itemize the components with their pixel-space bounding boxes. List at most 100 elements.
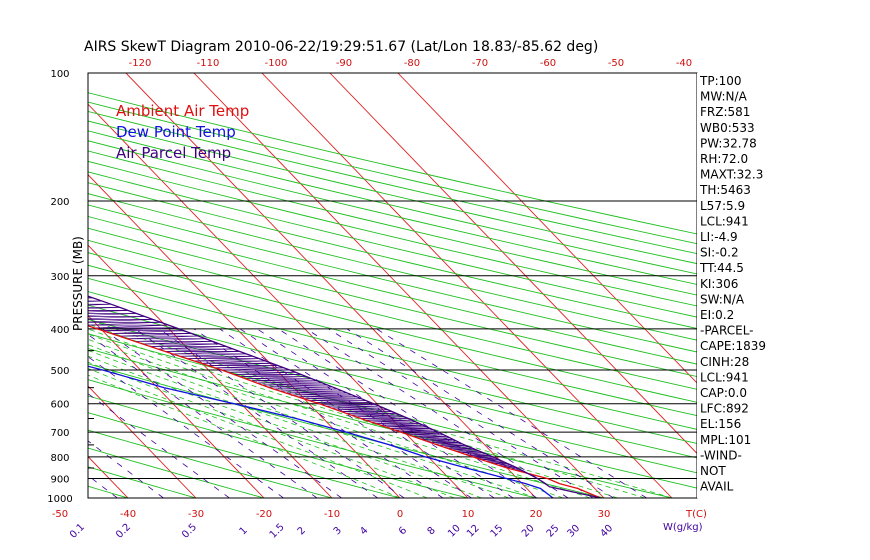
cape-hatch-line xyxy=(0,284,53,287)
mixing-ratio-tick: 2 xyxy=(296,525,308,537)
cape-hatch-line xyxy=(0,281,43,285)
cape-hatch-line xyxy=(88,310,129,313)
stats-background xyxy=(697,73,867,498)
cape-hatch-line xyxy=(88,313,137,316)
temp-tick-bottom: -20 xyxy=(256,509,272,520)
mixing-ratio-tick: 8 xyxy=(426,525,438,537)
dry-adiabat xyxy=(88,277,697,430)
stat-line: LFC:892 xyxy=(700,402,749,416)
stat-line: L57:5.9 xyxy=(700,199,745,213)
y-axis-label: PRESSURE (MB) xyxy=(71,236,85,331)
legend-entry: Dew Point Temp xyxy=(116,123,236,141)
dry-adiabat xyxy=(88,227,697,378)
mixing-ratio-tick: 12 xyxy=(465,523,482,540)
cape-hatch-line xyxy=(94,324,169,329)
mixing-ratio-tick: 0.1 xyxy=(68,522,87,541)
temp-tick-top: -70 xyxy=(472,58,488,69)
cape-hatch-line xyxy=(157,346,227,350)
mixing-ratio-line xyxy=(88,474,118,498)
pressure-tick-label: 500 xyxy=(50,366,69,377)
dry-adiabat xyxy=(88,333,697,489)
moist-adiabat xyxy=(88,323,645,498)
cape-hatch-line xyxy=(127,335,199,340)
dry-adiabat xyxy=(88,291,697,444)
profiles xyxy=(88,295,601,498)
isotherm xyxy=(125,73,537,498)
isotherm xyxy=(88,174,401,498)
dry-adiabat xyxy=(88,111,697,255)
stat-line: PW:32.78 xyxy=(700,136,757,150)
temp-tick-bottom: 10 xyxy=(462,509,475,520)
mixing-ratio-line xyxy=(134,328,378,498)
mixing-ratio-tick: 40 xyxy=(599,523,616,540)
dry-adiabat xyxy=(88,252,697,403)
stat-line: TT:44.5 xyxy=(699,261,744,275)
mixing-ratio-line xyxy=(88,334,318,498)
mixing-ratio-tick: 10 xyxy=(446,523,463,540)
legend-entry: Ambient Air Temp xyxy=(116,102,249,120)
isotherm xyxy=(88,385,197,498)
isotherm xyxy=(88,314,265,498)
stat-line: SI:-0.2 xyxy=(700,246,739,260)
mixing-ratio-tick: 4 xyxy=(358,525,370,537)
cape-hatch-line xyxy=(0,288,63,291)
pressure-tick-label: 100 xyxy=(50,69,69,80)
stat-line: WB0:533 xyxy=(700,121,755,135)
pressure-tick-label: 400 xyxy=(50,325,69,336)
stat-line: FRZ:581 xyxy=(700,105,750,119)
dry-adiabat xyxy=(88,429,333,498)
stat-line: CAP:0.0 xyxy=(700,386,747,400)
mixing-ratio-line xyxy=(88,356,284,498)
temp-tick-bottom: -50 xyxy=(52,509,68,520)
temp-tick-top: -60 xyxy=(540,58,556,69)
isotherm xyxy=(261,73,673,498)
cape-hatch-line xyxy=(88,303,112,306)
mixing-ratio-line xyxy=(376,328,647,498)
legend: Ambient Air Temp Dew Point Temp Air Parcel… xyxy=(116,102,249,162)
dry-adiabat xyxy=(88,215,697,365)
stat-line: TH:5463 xyxy=(699,183,751,197)
cape-hatch-line xyxy=(102,327,177,332)
temp-tick-bottom: -40 xyxy=(120,509,136,520)
dry-adiabat xyxy=(88,140,697,285)
dry-adiabat xyxy=(88,363,605,498)
mixing-ratio-tick: 6 xyxy=(397,525,409,537)
dry-adiabat xyxy=(88,120,697,265)
temp-tick-bottom: 0 xyxy=(397,509,403,520)
x-axis-label: T(C) xyxy=(685,509,707,520)
temp-tick-bottom: -10 xyxy=(324,509,340,520)
stat-line: SW:N/A xyxy=(700,292,745,306)
pressure-tick-label: 700 xyxy=(50,428,69,439)
cape-hatch-line xyxy=(134,338,206,342)
cape-hatch-line xyxy=(0,273,22,277)
legend-entry: Air Parcel Temp xyxy=(116,144,231,162)
stat-line: AVAIL xyxy=(700,480,734,494)
mixing-ratio-tick: 15 xyxy=(489,523,506,540)
mixing-ratio-line xyxy=(328,328,594,498)
stat-line: MAXT:32.3 xyxy=(700,168,763,182)
mixing-ratio-line xyxy=(102,328,342,498)
cape-hatch-line xyxy=(88,316,145,319)
chart-title: AIRS SkewT Diagram 2010-06-22/19:29:51.6… xyxy=(84,39,598,55)
pressure-tick-label: 1000 xyxy=(47,494,72,505)
stat-line: -WIND- xyxy=(700,448,742,462)
mixing-ratio-tick: 20 xyxy=(520,523,537,540)
mixing-ratio-tick: 30 xyxy=(565,523,582,540)
cape-hatch-line xyxy=(172,351,240,355)
ambient-temp-line xyxy=(88,325,601,498)
temp-tick-bottom: 30 xyxy=(598,509,611,520)
stat-line: MPL:101 xyxy=(700,433,751,447)
parcel-temp-line xyxy=(88,295,601,498)
mixing-ratio-tick: 25 xyxy=(545,523,562,540)
temp-tick-top: -100 xyxy=(265,58,288,69)
cape-hatch-line xyxy=(111,330,184,334)
temp-tick-top: -50 xyxy=(608,58,624,69)
dry-adiabat xyxy=(88,204,697,353)
pressure-tick-label: 800 xyxy=(50,453,69,464)
temp-tick-bottom: 20 xyxy=(530,509,543,520)
dry-adiabat xyxy=(88,150,697,296)
cape-hatch-line xyxy=(88,321,161,326)
isotherm xyxy=(88,244,333,498)
cape-hatch-line xyxy=(0,277,33,281)
